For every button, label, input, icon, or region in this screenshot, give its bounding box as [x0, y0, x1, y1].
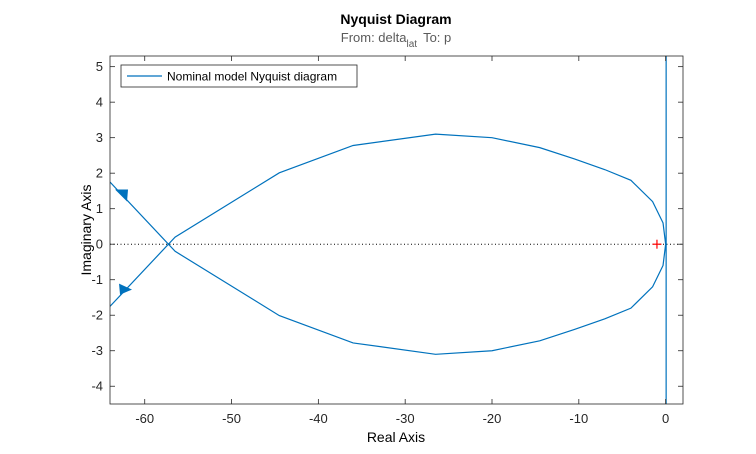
- plot-frame: [109, 55, 684, 405]
- y-tick-label: 3: [96, 130, 103, 145]
- nyquist-curve-positive-frequency: [110, 133, 667, 307]
- plot-background: [110, 56, 683, 404]
- x-tick-label: -40: [309, 411, 328, 426]
- y-tick-label: 1: [96, 201, 103, 216]
- subtitle-from: From: delta: [341, 30, 408, 45]
- direction-arrow-2: [119, 283, 133, 295]
- x-tick-label: -10: [569, 411, 588, 426]
- y-tick-label: 0: [96, 237, 103, 252]
- subtitle-subscript: lat: [407, 39, 418, 50]
- chart-title: Nyquist Diagram: [340, 11, 451, 27]
- direction-arrow-1: [115, 189, 129, 202]
- y-tick-label: 4: [96, 95, 103, 110]
- x-tick-label: -30: [396, 411, 415, 426]
- y-tick-label: -2: [91, 308, 103, 323]
- subtitle-to: To: p: [423, 30, 451, 45]
- x-tick-label: -50: [222, 411, 241, 426]
- legend-box: [120, 64, 358, 88]
- legend: Nominal model Nyquist diagram: [120, 64, 358, 88]
- y-axis-label: Imaginary Axis: [78, 184, 94, 275]
- y-tick-label: -1: [91, 272, 103, 287]
- y-tick-label: 5: [96, 59, 103, 74]
- y-tick-label: -4: [91, 379, 103, 394]
- x-tick-label: -60: [135, 411, 154, 426]
- critical-point-marker: [652, 239, 662, 249]
- data-layer: [110, 56, 683, 404]
- x-tick-label: -20: [483, 411, 502, 426]
- x-tick-label: 0: [662, 411, 669, 426]
- y-tick-label: -3: [91, 343, 103, 358]
- y-tick-label: 2: [96, 166, 103, 181]
- plot-area: -60 -50 -40 -30 -20 -10 0-4-3-2-1012345Nominal…: [91, 55, 684, 426]
- nyquist-curve-negative-frequency: [110, 181, 667, 355]
- chart-subtitle: From: deltalat To: p: [341, 30, 452, 50]
- legend-entry-label: Nominal model Nyquist diagram: [167, 70, 337, 84]
- x-axis-label: Real Axis: [367, 429, 425, 445]
